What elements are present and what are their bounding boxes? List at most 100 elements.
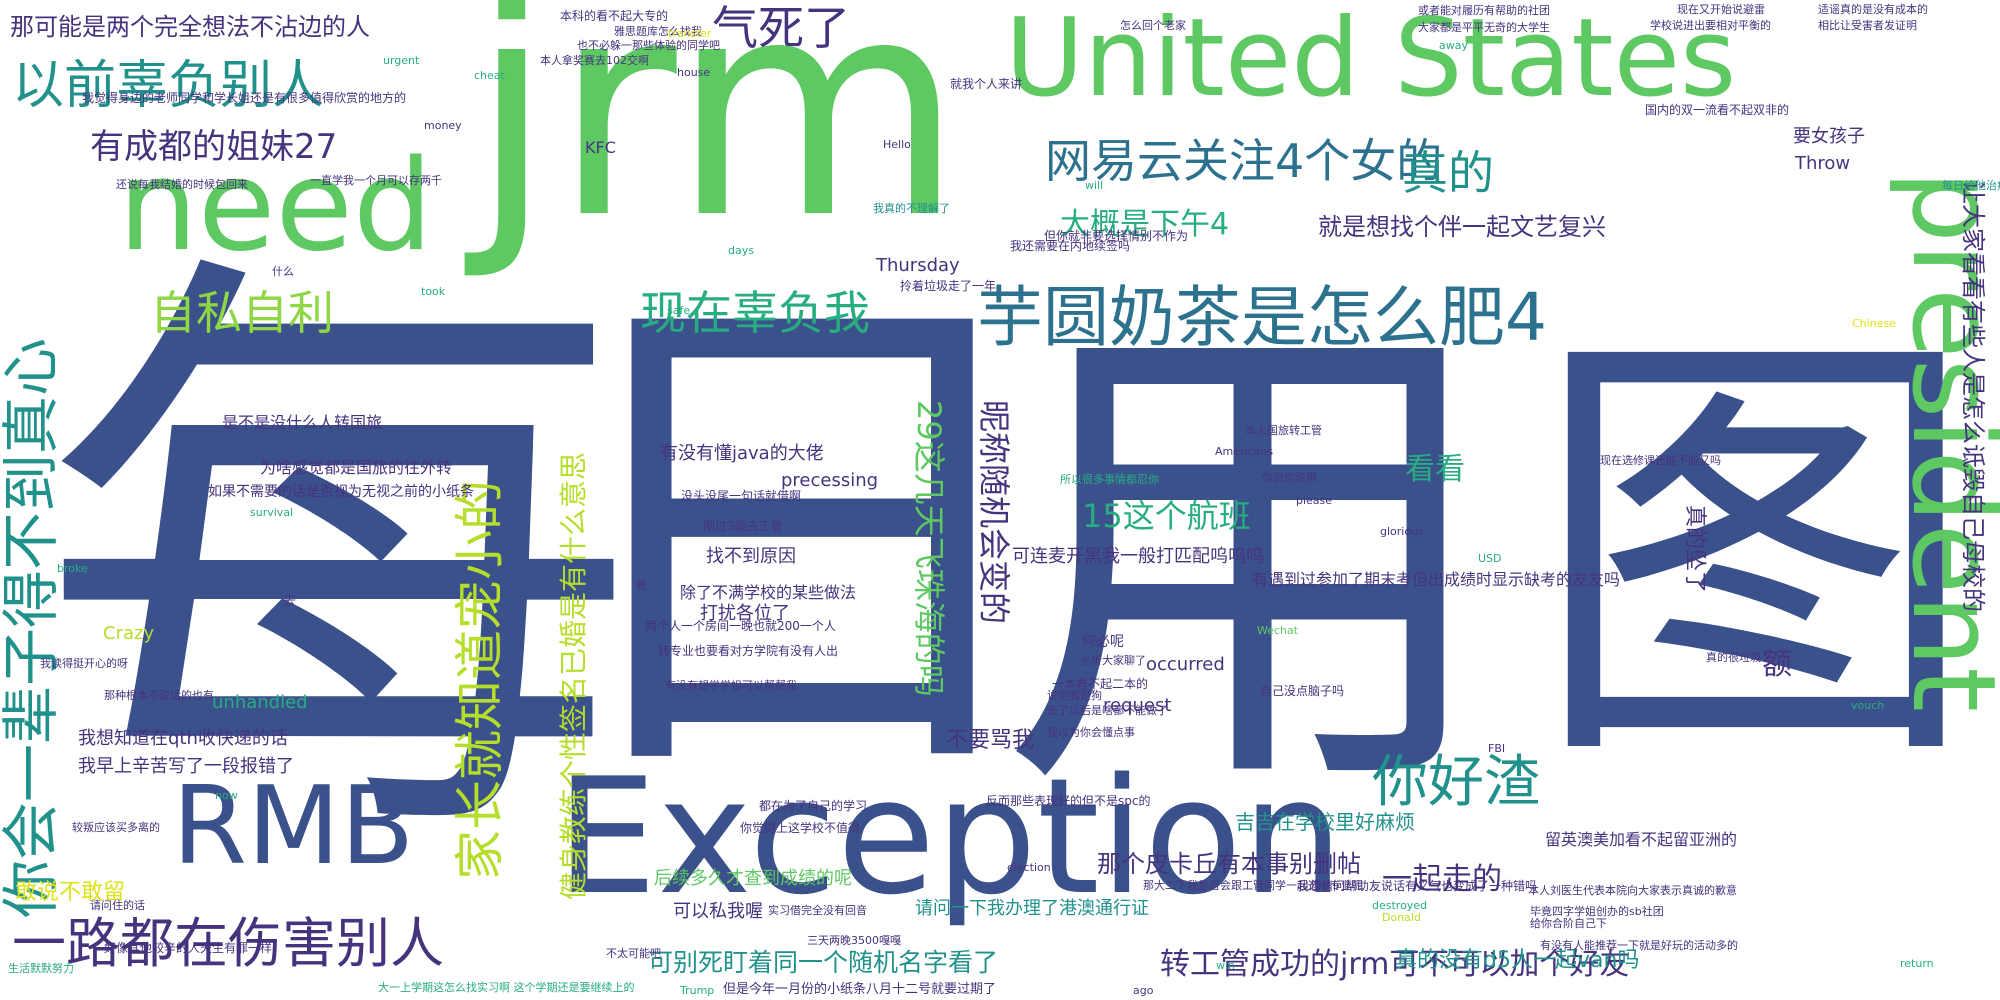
word: 转工管成功的jrm可不可以加个好友 [1160,947,1630,982]
word: 网易云关注4个女的 [1045,134,1443,188]
word: 那个皮卡丘有本事别删帖 [1097,850,1361,878]
word: 每 [38,210,638,909]
word: urgent [383,54,420,67]
word: Chinese [1852,317,1896,330]
word: occurred [1146,654,1225,675]
word: 较叛应该买多离的 [72,821,160,834]
word: 何必呢 [1082,634,1124,650]
word: 后续多久才查到成绩的呢 [654,868,852,889]
word: 气死了 [712,1,850,55]
word: safe [667,304,691,317]
word: request [1103,695,1172,716]
word: 现在又开始说避雷 [1677,3,1765,16]
word: broke [57,562,88,575]
word: 大一上学期这怎么找实习啊 这个学期还是要继续上的 [378,981,635,994]
word: Americans [1215,445,1274,458]
word: 真的 [1402,146,1494,200]
word: now [215,789,238,802]
word: 光听大家聊了 [1080,654,1146,667]
word: 你会一辈子得不到真心 [0,337,65,918]
word: 自己没点脑子吗 [1260,684,1345,698]
word: 去了以后是啥都不能做了 [1047,704,1168,717]
word: 现在选修课还能不能又吗 [1600,454,1721,467]
word: house [677,66,711,79]
word: 可连麦开黑我一般打匹配呜呜呜 [1012,546,1264,567]
word: 日 [540,237,1060,843]
word: 好像其他较辛的人天生有罪一样 [104,941,273,955]
word: 自私自利 [150,286,334,340]
word: glorious [1380,525,1424,538]
word: 去 [283,594,297,609]
word: 你说你说啊 [1262,471,1317,484]
word: please [1296,494,1333,507]
word: survival [250,506,294,519]
word: 什么 [272,265,294,278]
word: 我真的不理解了 [873,202,950,215]
word: 有遇到过参加了期末考但出成绩时显示缺考的友友吗 [1252,570,1621,589]
word: 留英澳美加看不起留亚洲的 [1545,830,1738,849]
word: money [424,119,462,132]
word: 三天两晚3500嘎嘎 [807,934,901,947]
word: cheat [474,69,505,82]
word: 两个人一个房间一晚也就200一个人 [645,619,836,633]
word: 刚过3能去工管 [703,519,783,533]
word: 一路都在伤害别人 [12,912,444,975]
word: win [1216,959,1236,972]
word: 反而那些表现好的但不是spc的 [986,794,1151,808]
word: 吉吉在学校里好麻烦 [1235,810,1415,834]
word: jrm [470,0,964,284]
word: 说明我是狗 [1047,689,1102,702]
word: 是不是没什么人转国旅 [222,413,383,432]
word: 救 [636,579,647,592]
word: days [728,244,754,257]
word: 健身教练个性签名已婚是有什么意思 [557,451,590,900]
word: need [118,132,433,279]
word: 那可能是两个完全想法不沾边的人 [10,13,370,41]
word: 国内的双一流看不起双非的 [1645,103,1790,117]
word: 一直学我一个月可以存两千 [310,174,442,187]
word: 本人国旅转工管 [1245,424,1322,437]
word: 我读得挺开心的呀 [40,657,128,670]
word: 我早上辛苦写了一段报错了 [78,756,294,777]
word: 可别死盯着同一个随机名字看了 [648,948,999,977]
word: Wechat [1257,624,1299,637]
word: RMB [172,764,415,889]
word: 本人拿奖赛去102交啊 [540,54,649,67]
word: 有没有想学学姐可以帮帮我 [665,679,797,692]
word: vouch [1851,699,1885,712]
word: 有没有人能推荐一下就是好玩的活动多的 [1540,939,1738,952]
word: 一本看不起二本的 [1052,677,1149,691]
word: 为啥感觉都是国旅的往外转 [260,458,453,477]
word: 或者能对履历有帮助的社团 [1418,4,1550,17]
word: 本科的看不起大专的 [560,9,669,23]
word: 用 [1000,269,1500,851]
word: 我想请问帮助友说话有义气也变成了一种错吗 [1297,879,1538,893]
word: 我还需要在内地续签吗 [1010,239,1131,253]
word: United States [1005,0,1737,121]
word: 除了不满学校的某些做法 [680,583,857,602]
word: 真的坠了 [1682,505,1707,594]
word: 转专业也要看对方学院有没有人出 [658,644,839,658]
word: 我觉得身边的老师同学和学长姐还是有很多值得欣赏的地方的 [82,91,407,105]
word: 找不到原因 [706,546,796,567]
word: 就是想找个伴一起文艺复兴 [1318,213,1606,241]
word: destroyed [1372,899,1428,912]
word: took [421,285,446,298]
word: 有成都的姐妹27 [90,127,338,167]
word: 怎么回个老家 [1120,19,1186,32]
word: 毕竟四字学姐创办的sb社团 [1530,905,1664,918]
word: Trump [680,984,715,997]
word: 不要骂我 [946,728,1035,753]
word: 也不必躲一那些体验的同学吧 [577,39,720,52]
word: 看看 [1405,452,1465,487]
word: election [1007,861,1051,874]
word: 不太可能吧 [606,947,661,960]
word: 额 [1762,647,1792,682]
word: 还说每我结婚的时候包回来 [116,178,248,191]
word: USD [1478,552,1502,565]
word: precessing [781,470,879,491]
word: 以前辜负别人 [12,56,325,116]
word: Crazy [103,623,155,644]
word: 所以很多事情都忍你 [1060,473,1159,486]
